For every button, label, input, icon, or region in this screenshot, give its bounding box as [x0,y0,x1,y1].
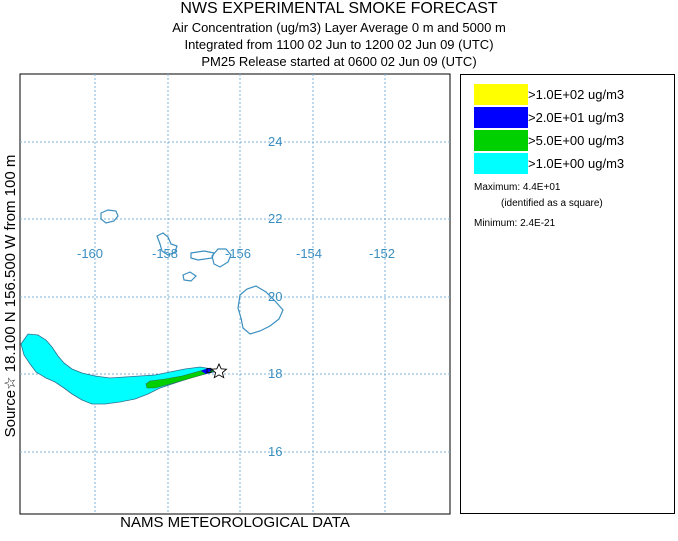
legend-label: >5.0E+00 ug/m3 [528,133,625,148]
minimum-stat: Minimum: 2.4E-21 [474,218,555,229]
legend-item: >2.0E+01 ug/m3 [474,107,674,128]
lat-label: 20 [268,289,282,304]
lat-label: 18 [268,366,282,381]
coastlines [100,209,284,335]
maximum-value: 4.4E+01 [522,182,561,193]
legend-label: >1.0E+00 ug/m3 [528,156,625,171]
plume-high-concentration [201,368,212,374]
lon-label: -152 [369,246,395,261]
island-molokai [211,248,232,268]
source-star-icon [210,362,228,379]
minimum-label: Minimum: [474,218,518,229]
graticule [20,74,450,514]
island-niihau [100,209,119,224]
maximum-note: (identified as a square) [501,198,603,209]
legend-item: >1.0E+00 ug/m3 [474,153,674,174]
plume-low-concentration [20,333,215,405]
legend-item: >5.0E+00 ug/m3 [474,130,674,151]
lon-label: -156 [225,246,251,261]
legend-label: >1.0E+02 ug/m3 [528,87,625,102]
source-location-label: Source☆ 18.100 N 156.500 W from 100 m [2,154,19,438]
lat-label: 16 [268,444,282,459]
minimum-value: 2.4E-21 [520,218,556,229]
max-square-icon [206,368,212,373]
maximum-stat: Maximum: 4.4E+01 [474,182,560,193]
release-info: PM25 Release started at 0600 02 Jun 09 (… [201,54,477,69]
map-frame [19,73,451,515]
legend-label: >2.0E+01 ug/m3 [528,110,625,125]
lon-label: -160 [77,246,103,261]
lat-label: 22 [268,211,282,226]
island-maui [182,271,197,282]
integration-period: Integrated from 1100 02 Jun to 1200 02 J… [184,37,494,52]
concentration-subtitle: Air Concentration (ug/m3) Layer Average … [172,20,506,35]
island-kauai [156,232,178,256]
maximum-label: Maximum: [474,182,521,193]
legend-swatch-blue [474,107,528,128]
lon-label: -154 [296,246,322,261]
legend-item: >1.0E+02 ug/m3 [474,84,674,105]
legend-swatch-yellow [474,84,528,105]
legend-swatch-green [474,130,528,151]
map-title: NWS EXPERIMENTAL SMOKE FORECAST [180,0,498,17]
meteorological-data-label: NAMS METEOROLOGICAL DATA [120,514,350,531]
lat-label: 24 [268,134,282,149]
island-hawaii [237,285,284,335]
legend-swatch-cyan [474,153,528,174]
legend-panel: >1.0E+02 ug/m3 >2.0E+01 ug/m3 >5.0E+00 u… [460,74,675,514]
